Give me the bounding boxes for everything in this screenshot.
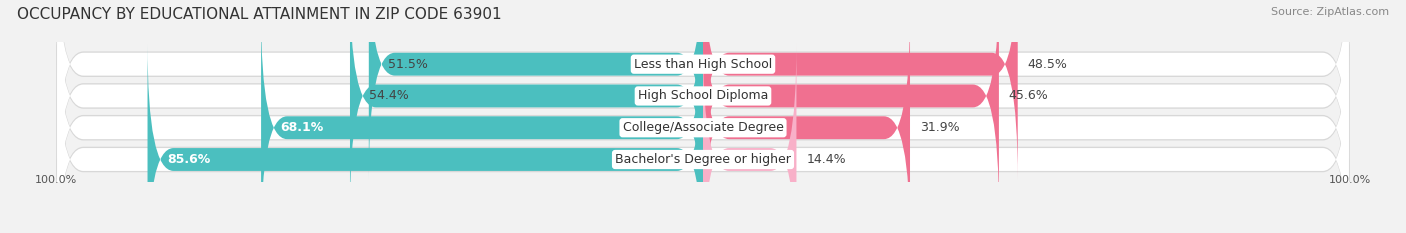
Text: 68.1%: 68.1% [281,121,323,134]
Text: 85.6%: 85.6% [167,153,211,166]
Text: 54.4%: 54.4% [370,89,409,103]
FancyBboxPatch shape [58,0,1348,180]
Text: 100.0%: 100.0% [1329,175,1371,185]
Text: 14.4%: 14.4% [806,153,846,166]
FancyBboxPatch shape [148,44,703,233]
Text: 100.0%: 100.0% [35,175,77,185]
FancyBboxPatch shape [262,12,703,233]
FancyBboxPatch shape [58,12,1348,233]
Text: Bachelor's Degree or higher: Bachelor's Degree or higher [614,153,792,166]
Text: 45.6%: 45.6% [1008,89,1049,103]
Text: College/Associate Degree: College/Associate Degree [623,121,783,134]
FancyBboxPatch shape [58,44,1348,233]
FancyBboxPatch shape [58,0,1348,211]
FancyBboxPatch shape [350,0,703,212]
Text: High School Diploma: High School Diploma [638,89,768,103]
Text: 48.5%: 48.5% [1028,58,1067,71]
Text: Source: ZipAtlas.com: Source: ZipAtlas.com [1271,7,1389,17]
Text: Less than High School: Less than High School [634,58,772,71]
FancyBboxPatch shape [58,45,1348,233]
FancyBboxPatch shape [368,0,703,180]
FancyBboxPatch shape [703,0,1018,180]
Text: OCCUPANCY BY EDUCATIONAL ATTAINMENT IN ZIP CODE 63901: OCCUPANCY BY EDUCATIONAL ATTAINMENT IN Z… [17,7,502,22]
FancyBboxPatch shape [58,13,1348,233]
Text: 51.5%: 51.5% [388,58,429,71]
FancyBboxPatch shape [703,44,796,233]
FancyBboxPatch shape [58,0,1348,212]
FancyBboxPatch shape [703,0,998,212]
Text: 31.9%: 31.9% [920,121,959,134]
FancyBboxPatch shape [703,12,910,233]
FancyBboxPatch shape [58,0,1348,179]
